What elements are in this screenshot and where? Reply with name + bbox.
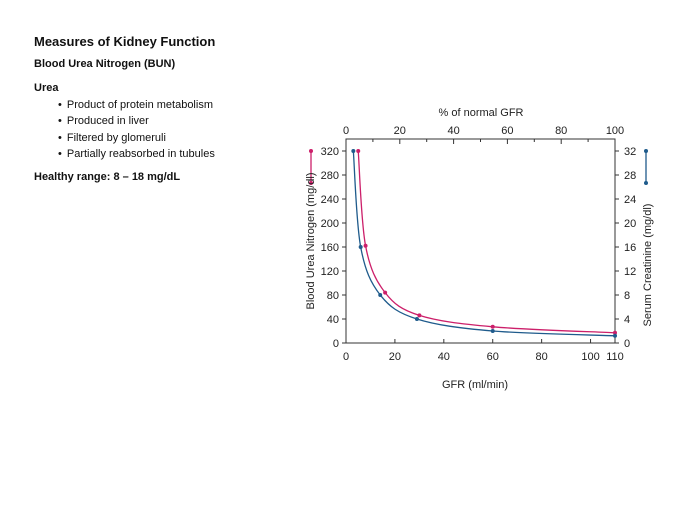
creatinine-data-point	[613, 333, 617, 338]
y2-tick-label: 16	[624, 242, 636, 254]
y2-tick-label: 24	[624, 194, 636, 206]
creatinine-series-line	[352, 150, 616, 337]
y2-tick-label: 32	[624, 146, 636, 158]
top-tick-label: 0	[343, 125, 349, 137]
bun-data-point	[613, 330, 617, 335]
bun-data-point	[363, 243, 368, 248]
y2-tick-label: 12	[624, 266, 636, 278]
right-axis-label: Serum Creatinine (mg/dl)	[642, 204, 654, 327]
creatinine-data-point	[414, 317, 419, 321]
top-axis-label: % of normal GFR	[439, 107, 524, 119]
y-tick-label: 120	[321, 266, 339, 278]
x-tick-label: 40	[438, 351, 450, 363]
y2-tick-label: 8	[624, 290, 630, 302]
y-tick-label: 280	[321, 170, 339, 182]
list-item: Filtered by glomeruli	[58, 130, 215, 146]
x-tick-label: 60	[487, 351, 499, 363]
healthy-range-text: Healthy range: 8 – 18 mg/dL	[34, 171, 181, 183]
urea-heading: Urea	[34, 82, 59, 94]
top-tick-label: 40	[447, 125, 459, 137]
y-tick-label: 40	[327, 314, 339, 326]
bun-series-line	[357, 150, 616, 334]
left-axis-label: Blood Urea Nitrogen (mg/dl)	[305, 173, 317, 310]
x-tick-label: 20	[389, 351, 401, 363]
bun-data-point	[383, 290, 388, 295]
creatinine-data-point	[351, 149, 356, 153]
y-tick-label: 240	[321, 194, 339, 206]
y-tick-label: 200	[321, 218, 339, 230]
creatinine-key-dot	[644, 149, 648, 153]
y-tick-label: 160	[321, 242, 339, 254]
bun-data-point	[417, 313, 422, 318]
list-item: Partially reabsorbed in tubules	[58, 146, 215, 162]
creatinine-key-dot	[644, 181, 648, 185]
creatinine-data-point	[490, 329, 495, 333]
y-tick-label: 0	[333, 338, 339, 350]
list-item: Produced in liver	[58, 113, 215, 129]
chart-series	[351, 149, 617, 338]
y2-tick-label: 4	[624, 314, 630, 326]
plot-area-frame	[345, 138, 616, 344]
bun-data-point	[356, 149, 361, 153]
urea-facts-list: Product of protein metabolism Produced i…	[58, 97, 215, 162]
page-title: Measures of Kidney Function	[34, 34, 216, 49]
x-tick-label: 80	[536, 351, 548, 363]
bun-key-dot	[309, 149, 313, 153]
y2-tick-label: 0	[624, 338, 630, 350]
x-axis-label: GFR (ml/min)	[442, 379, 508, 391]
x-tick-label: 100	[581, 351, 599, 363]
x-tick-label: 110	[606, 351, 624, 363]
top-tick-label: 100	[606, 125, 624, 137]
creatinine-data-point	[358, 245, 363, 249]
creatinine-data-point	[378, 293, 383, 297]
x-tick-label: 0	[343, 351, 349, 363]
section-subtitle: Blood Urea Nitrogen (BUN)	[34, 58, 176, 70]
y2-tick-label: 28	[624, 170, 636, 182]
top-tick-label: 20	[394, 125, 406, 137]
list-item: Product of protein metabolism	[58, 97, 215, 113]
top-tick-label: 60	[501, 125, 513, 137]
top-tick-label: 80	[555, 125, 567, 137]
y2-tick-label: 20	[624, 218, 636, 230]
bun-key-dot	[309, 181, 313, 185]
y-tick-label: 80	[327, 290, 339, 302]
y-tick-label: 320	[321, 146, 339, 158]
legend-markers	[309, 149, 648, 185]
bun-data-point	[490, 324, 495, 329]
